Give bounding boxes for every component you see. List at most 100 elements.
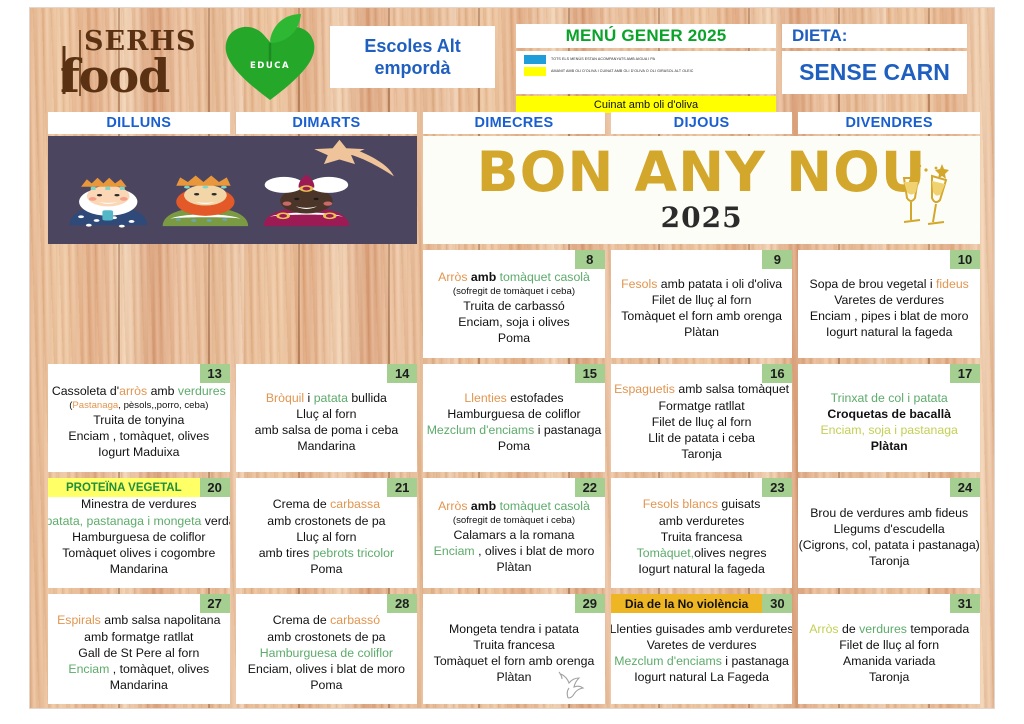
menu-line: Tomàquet,olives negres: [637, 545, 767, 561]
menu-text-fragment: carbassó: [330, 613, 381, 628]
menu-line: Filet de lluç al forn: [809, 637, 969, 653]
day-cell-30[interactable]: Dia de la No violència 30 Llenties guisade…: [610, 594, 793, 704]
menu-text-fragment: verdures: [177, 384, 226, 399]
menu-text-fragment: Enciam , pipes i blat de moro: [809, 309, 969, 323]
menu-line: Poma: [438, 330, 590, 346]
menu-text-fragment: (sofregit de tomàquet i ceba): [452, 285, 576, 297]
menu-text-fragment: Fesols blancs: [642, 497, 718, 512]
legend-row-water-bread: TOTS ELS MENÚS ESTAN ACOMPANYATS AMB AIG…: [524, 55, 770, 64]
empty-day-cell: [48, 250, 230, 358]
day-cell-22[interactable]: 22 Arròs amb tomàquet casolà (sofregit de …: [423, 478, 605, 588]
menu-text-fragment: Enciam, olives i blat de moro: [247, 662, 405, 677]
menu-text-fragment: amb tires: [258, 546, 313, 561]
legend-text-oil: AMANIT AMB OLI D'OLIVA I CUINAT AMB OLI …: [551, 69, 694, 74]
menu-text-fragment: Iogurt natural la fageda: [638, 562, 765, 577]
menu-line: Plàtan: [434, 559, 595, 575]
menu-line: Tomàquet el forn amb orenga: [621, 308, 782, 324]
menu-line: Poma: [427, 438, 602, 454]
date-badge: 28: [387, 594, 418, 613]
day-cell-27[interactable]: 27 Espirals amb salsa napolitana amb forma…: [48, 594, 230, 704]
menu-text-fragment: , olives i blat de moro: [474, 544, 595, 559]
day-cell-24[interactable]: 24 Brou de verdures amb fideus Llegums d'e…: [798, 478, 980, 588]
menu-text-fragment: Taronja: [869, 554, 910, 569]
legend-row-oil: AMANIT AMB OLI D'OLIVA I CUINAT AMB OLI …: [524, 67, 770, 76]
menu-text-fragment: verdures: [859, 621, 907, 636]
school-name-box: Escoles Alt empordà: [330, 26, 495, 88]
weekday-dijous: DIJOUS: [610, 112, 793, 134]
day-cell-23[interactable]: 23 Fesols blancs guisats amb verduretes Tru…: [610, 478, 793, 588]
menu-line: amb crostonets de pa: [259, 513, 394, 529]
day-cell-16[interactable]: 16 Espaguetis amb salsa tomàquet Formatge …: [610, 364, 793, 472]
menu-text-fragment: Lluç al forn: [296, 406, 357, 421]
menu-line: Cassoleta d'arròs amb verdures: [52, 383, 226, 399]
menu-text-fragment: i: [304, 390, 314, 405]
menu-text-fragment: Filet de lluç al forn: [651, 292, 752, 307]
menu-text-block: Llenties estofades Hamburguesa de coliflo…: [427, 390, 602, 455]
menu-text-block: Cassoleta d'arròs amb verdures (Pastanaga…: [52, 383, 226, 460]
menu-line: Calamars a la romana: [434, 527, 595, 543]
menu-text-fragment: Espirals: [57, 613, 101, 628]
oil-note-banner: Cuinat amb oli d'oliva: [516, 96, 776, 113]
day-cell-31[interactable]: 31 Arròs de verdures temporada Filet de ll…: [798, 594, 980, 704]
menu-text-fragment: Crema de: [272, 613, 331, 628]
menu-poster: SERHS food EDUCA Escoles Alt empordà MEN…: [30, 8, 994, 708]
menu-text-fragment: pebrots tricolor: [312, 546, 395, 561]
menu-text-fragment: Filet de lluç al forn: [839, 637, 940, 652]
menu-line: Filet de lluç al forn: [621, 292, 782, 308]
weekday-divendres: DIVENDRES: [798, 112, 980, 134]
menu-text-fragment: Croquetas de bacallà: [827, 406, 952, 421]
menu-text-fragment: Pastanaga: [72, 399, 119, 411]
diet-value-box: SENSE CARN: [782, 51, 967, 94]
menu-line: Truita francesa: [637, 529, 767, 545]
day-cell-28[interactable]: 28 Crema de carbassó amb crostonets de pa H…: [235, 594, 418, 704]
menu-line: Llenties estofades: [427, 390, 602, 406]
menu-line: Espirals amb salsa napolitana: [57, 612, 220, 628]
date-badge: 8: [574, 250, 605, 269]
menu-text-fragment: amb salsa tomàquet: [674, 382, 790, 397]
menu-line: (Pastanaga, pèsols,,porro, ceba): [52, 400, 226, 412]
menu-text-fragment: Calamars a la romana: [453, 528, 575, 543]
menu-text-fragment: Formatge ratllat: [658, 398, 745, 413]
day-cell-10[interactable]: 10 Sopa de brou vegetal i fideus Varetes d…: [798, 250, 980, 358]
menu-line: Espaguetis amb salsa tomàquet: [614, 381, 789, 397]
date-badge: 10: [950, 250, 980, 269]
day-cell-9[interactable]: 9 Fesols amb patata i oli d'oliva Filet de…: [610, 250, 793, 358]
menu-text-fragment: amb formatge ratllat: [84, 629, 194, 644]
menu-text-fragment: i pastanaga: [534, 423, 602, 437]
menu-line: Arròs de verdures temporada: [809, 621, 969, 637]
day-cell-15[interactable]: 15 Llenties estofades Hamburguesa de colif…: [423, 364, 605, 472]
menu-text-fragment: Llit de patata i ceba: [648, 431, 755, 446]
date-badge: 23: [762, 478, 793, 497]
day-cell-13[interactable]: 13 Cassoleta d'arròs amb verdures (Pastana…: [48, 364, 230, 472]
menu-text-fragment: Plàtan: [684, 325, 720, 340]
day-cell-21[interactable]: 21 Crema de carbassa amb crostonets de pa L…: [235, 478, 418, 588]
menu-line: Iogurt natural la fageda: [810, 324, 969, 340]
menu-line: (sofregit de tomàquet i ceba): [438, 286, 590, 298]
menu-line: Fesols amb patata i oli d'oliva: [621, 276, 782, 292]
menu-text-fragment: guisats: [717, 497, 761, 512]
day-cell-14[interactable]: 14 Bròquil i patata bullida Lluç al forn am…: [235, 364, 418, 472]
menu-line: Mongeta tendra i patata: [434, 621, 595, 637]
menu-text-fragment: Hamburguesa de coliflor: [259, 645, 394, 660]
day-cell-29[interactable]: 29 Mongeta tendra i patata Truita francesa…: [423, 594, 605, 704]
menu-text-fragment: , pèsols,,porro, ceba): [118, 399, 209, 411]
menu-text-fragment: Trinxat de col i patata: [830, 390, 948, 405]
menu-text-fragment: amb: [147, 384, 178, 399]
date-badge: 13: [199, 364, 230, 383]
legend-swatch-blue-icon: [524, 55, 546, 64]
day-cell-17[interactable]: 17 Trinxat de col i patata Croquetas de ba…: [798, 364, 980, 472]
menu-text-fragment: olives negres: [694, 546, 767, 561]
menu-text-block: Mongeta tendra i patata Truita francesa To…: [434, 621, 595, 686]
weekday-dilluns: DILLUNS: [48, 112, 230, 134]
menu-line: Hamburguesa de coliflor: [48, 529, 230, 545]
menu-text-block: Crema de carbassa amb crostonets de pa Llu…: [259, 496, 394, 577]
svg-text:SERHS: SERHS: [84, 26, 197, 57]
day-cell-8[interactable]: 8 Arròs amb tomàquet casolà (sofregit de t…: [423, 250, 605, 358]
menu-text-fragment: Truita de carbassó: [463, 299, 565, 314]
legend-text-water-bread: TOTS ELS MENÚS ESTAN ACOMPANYATS AMB AIG…: [551, 57, 656, 62]
menu-line: Mezclum d'enciams i pastanaga: [427, 422, 602, 438]
menu-line: Brou de verdures amb fideus: [799, 505, 980, 521]
menu-text-fragment: (Cigrons, col, patata i pastanaga): [798, 538, 980, 552]
menu-text-fragment: amb: [470, 270, 500, 285]
